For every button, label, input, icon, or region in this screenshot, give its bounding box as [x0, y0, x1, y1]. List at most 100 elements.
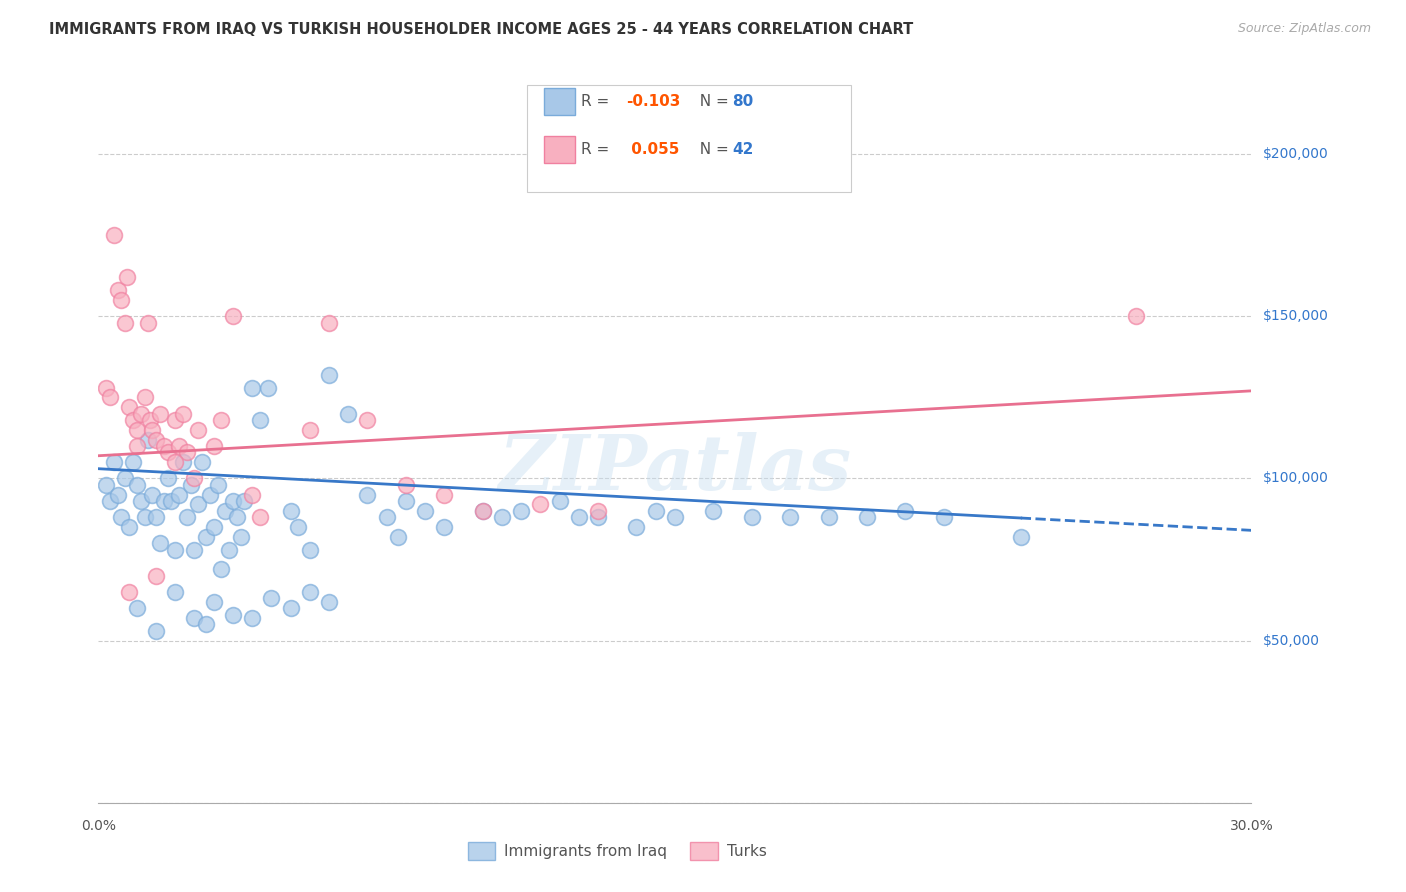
Point [122, 413, 145, 427]
Point [287, 520, 309, 534]
Text: $200,000: $200,000 [1263, 147, 1329, 161]
Point [202, 520, 225, 534]
Point [149, 407, 172, 421]
Point [202, 595, 225, 609]
Legend: Immigrants from Iraq, Turks: Immigrants from Iraq, Turks [461, 836, 773, 866]
Point [222, 494, 245, 508]
Point [125, 601, 148, 615]
Point [240, 488, 263, 502]
Point [298, 585, 321, 599]
Point [149, 536, 172, 550]
Point [298, 542, 321, 557]
Point [375, 510, 398, 524]
Point [145, 510, 167, 524]
Point [167, 439, 190, 453]
Point [318, 595, 340, 609]
Point [586, 504, 609, 518]
Text: $50,000: $50,000 [1263, 633, 1319, 648]
Text: Source: ZipAtlas.com: Source: ZipAtlas.com [1237, 22, 1371, 36]
Point [894, 504, 917, 518]
Point [240, 381, 263, 395]
Point [129, 494, 152, 508]
Point [568, 510, 591, 524]
Point [180, 478, 202, 492]
Point [195, 617, 218, 632]
Point [141, 423, 163, 437]
Point [260, 591, 283, 606]
Point [152, 439, 174, 453]
Point [202, 439, 225, 453]
Point [114, 471, 136, 485]
Point [165, 413, 187, 427]
Point [548, 494, 571, 508]
Point [103, 455, 125, 469]
Point [156, 471, 179, 485]
Point [214, 504, 236, 518]
Point [129, 407, 152, 421]
Point [529, 497, 551, 511]
Point [395, 478, 418, 492]
Point [856, 510, 879, 524]
Text: 80: 80 [733, 95, 754, 109]
Point [222, 310, 245, 324]
Point [114, 316, 136, 330]
Point [187, 423, 209, 437]
Point [779, 510, 801, 524]
Point [491, 510, 513, 524]
Point [198, 488, 221, 502]
Point [387, 530, 409, 544]
Point [433, 520, 456, 534]
Point [183, 542, 205, 557]
Point [256, 381, 278, 395]
Text: N =: N = [690, 95, 734, 109]
Text: 0.055: 0.055 [626, 143, 679, 157]
Point [183, 611, 205, 625]
Point [107, 488, 129, 502]
Point [98, 390, 121, 404]
Text: R =: R = [581, 95, 614, 109]
Point [318, 316, 340, 330]
Point [195, 530, 218, 544]
Point [117, 270, 139, 285]
Point [209, 413, 232, 427]
Point [139, 413, 162, 427]
Point [702, 504, 724, 518]
Text: $100,000: $100,000 [1263, 472, 1329, 485]
Point [356, 488, 378, 502]
Point [433, 488, 456, 502]
Point [165, 585, 187, 599]
Point [249, 413, 271, 427]
Point [134, 390, 156, 404]
Point [209, 562, 232, 576]
Point [932, 510, 955, 524]
Point [1010, 530, 1032, 544]
Point [176, 445, 198, 459]
Text: R =: R = [581, 143, 614, 157]
Point [152, 494, 174, 508]
Point [145, 624, 167, 638]
Point [222, 607, 245, 622]
Point [225, 510, 247, 524]
Point [165, 455, 187, 469]
Point [145, 433, 167, 447]
Point [337, 407, 360, 421]
Point [118, 400, 141, 414]
Point [229, 530, 252, 544]
Point [187, 497, 209, 511]
Point [644, 504, 666, 518]
Point [94, 478, 117, 492]
Point [176, 510, 198, 524]
Point [471, 504, 494, 518]
Point [125, 439, 148, 453]
Point [240, 611, 263, 625]
Point [817, 510, 839, 524]
Point [156, 445, 179, 459]
Point [172, 407, 194, 421]
Point [318, 368, 340, 382]
Point [413, 504, 436, 518]
Point [626, 520, 648, 534]
Text: 42: 42 [733, 143, 754, 157]
Point [167, 488, 190, 502]
Point [356, 413, 378, 427]
Point [586, 510, 609, 524]
